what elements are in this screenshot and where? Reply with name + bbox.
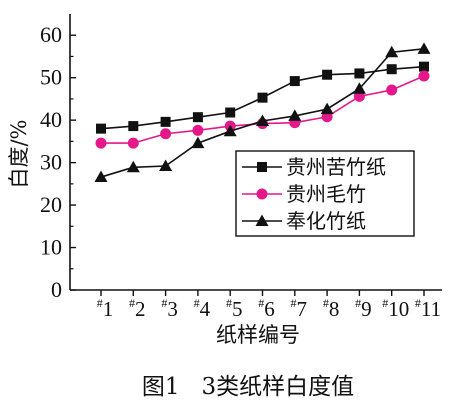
x-tick-label: #6	[258, 296, 275, 321]
series-1	[96, 61, 429, 134]
data-point	[322, 69, 333, 80]
data-point	[223, 124, 237, 137]
x-axis-title: 纸样编号	[216, 323, 300, 347]
x-tick-label: #10	[382, 296, 409, 321]
legend-marker	[256, 188, 268, 200]
series-2	[95, 70, 430, 149]
data-point	[160, 116, 171, 127]
x-tick-label: #11	[415, 296, 441, 321]
data-point	[191, 136, 205, 149]
data-point	[225, 107, 236, 118]
y-ticks: 0 10 20 30 40 50 60	[40, 22, 76, 302]
data-point	[127, 137, 139, 149]
data-point	[94, 170, 108, 183]
x-tick-label: #7	[291, 296, 308, 321]
data-point	[386, 84, 398, 96]
legend-label: 贵州毛竹	[286, 182, 366, 206]
x-tick-label: #4	[194, 296, 211, 321]
data-point	[419, 61, 429, 72]
y-tick-label: 10	[40, 235, 62, 260]
data-point	[418, 70, 430, 82]
series-line	[101, 75, 425, 144]
y-tick-label: 40	[40, 107, 62, 132]
data-point	[385, 45, 399, 58]
data-point	[160, 128, 172, 140]
legend-label: 奉化竹纸	[286, 209, 366, 233]
x-tick-label: #9	[355, 296, 372, 321]
data-point	[257, 92, 268, 103]
y-tick-label: 60	[40, 22, 62, 47]
data-point	[352, 82, 366, 94]
figure-caption: 图1 3类纸样白度值	[142, 374, 354, 400]
data-point	[289, 76, 300, 87]
x-tick-label: #8	[323, 296, 340, 321]
legend-label: 贵州苦竹纸	[286, 155, 386, 179]
legend-item: 贵州苦竹纸	[242, 155, 386, 179]
data-point	[95, 137, 107, 149]
x-tick-label: #5	[226, 296, 243, 321]
data-point	[192, 124, 204, 136]
data-point	[354, 68, 365, 79]
data-point	[126, 160, 140, 173]
data-point	[417, 42, 431, 54]
legend-item: 贵州毛竹	[242, 182, 366, 206]
y-tick-label: 0	[51, 277, 62, 302]
series-3	[94, 42, 431, 183]
data-point	[256, 114, 269, 127]
axes	[69, 14, 442, 291]
x-tick-label: #3	[161, 296, 178, 321]
legend-marker	[257, 162, 267, 172]
data-point	[192, 112, 203, 123]
series-layer	[94, 42, 431, 183]
legend-item: 奉化竹纸	[242, 209, 366, 233]
y-tick-label: 30	[40, 150, 62, 175]
data-point	[288, 109, 302, 121]
data-point	[96, 123, 106, 134]
y-axis-title: 白度/%	[7, 119, 31, 188]
legend-marker	[255, 214, 269, 226]
y-tick-label: 50	[40, 65, 62, 90]
data-point	[320, 102, 334, 115]
data-point	[128, 121, 139, 132]
x-tick-label: #2	[129, 296, 146, 321]
data-point	[386, 64, 397, 75]
x-tick-label: #1	[97, 296, 114, 321]
y-tick-label: 20	[40, 192, 62, 217]
x-ticks: #1 #2 #3 #4 #5 #6 #7 #8 #9 #10 #11	[97, 290, 441, 321]
data-point	[159, 159, 173, 172]
